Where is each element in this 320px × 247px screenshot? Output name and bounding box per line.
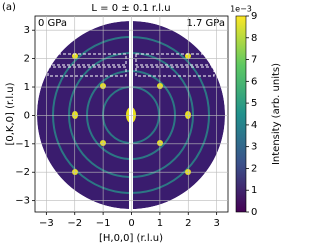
x-tick-label: 1	[157, 218, 163, 229]
chart-title: L = 0 ± 0.1 r.l.u	[91, 3, 170, 14]
annotation: 1.7 GPa	[186, 18, 225, 29]
y-tick-label: −2	[15, 167, 30, 178]
chart: (a) L = 0 ± 0.1 r.l.u 0 GPa 1.7 GPa [H,0…	[2, 2, 282, 244]
y-tick-label: 3	[24, 25, 30, 36]
annotation: 0 GPa	[38, 18, 67, 29]
y-tick-label: 0	[24, 110, 30, 121]
colorbar-tick-label: 8	[251, 33, 257, 44]
colorbar-tick-label: 0	[251, 207, 257, 218]
x-tick-label: 0	[128, 218, 134, 229]
colorbar	[235, 15, 247, 213]
x-tick-label: −1	[96, 218, 111, 229]
y-tick-label: −3	[15, 196, 30, 207]
y-tick-label: 2	[24, 54, 30, 65]
x-tick-label: −2	[67, 218, 82, 229]
y-axis-label: [0,K,0] (r.l.u)	[5, 82, 16, 145]
x-tick-label: 2	[185, 218, 191, 229]
x-tick-label: −3	[39, 218, 54, 229]
colorbar-tick-label: 4	[251, 120, 257, 131]
x-axis-label: [H,0,0] (r.l.u)	[99, 233, 163, 244]
colorbar-scale: 1e−3	[230, 5, 252, 14]
panel-label: (a)	[2, 2, 16, 13]
colorbar-tick-label: 3	[251, 142, 257, 153]
colorbar-tick-label: 7	[251, 55, 257, 66]
y-tick-label: 1	[24, 82, 30, 93]
y-tick-label: −1	[15, 139, 30, 150]
colorbar-tick-label: 5	[251, 98, 257, 109]
colorbar-label: Intensity (arb. units)	[271, 63, 282, 165]
colorbar-tick-label: 1	[251, 185, 257, 196]
heatmap-image	[37, 21, 225, 209]
colorbar-tick-label: 9	[251, 11, 257, 22]
colorbar-tick-label: 2	[251, 163, 257, 174]
x-tick-label: 3	[213, 218, 219, 229]
colorbar-tick-label: 6	[251, 76, 257, 87]
